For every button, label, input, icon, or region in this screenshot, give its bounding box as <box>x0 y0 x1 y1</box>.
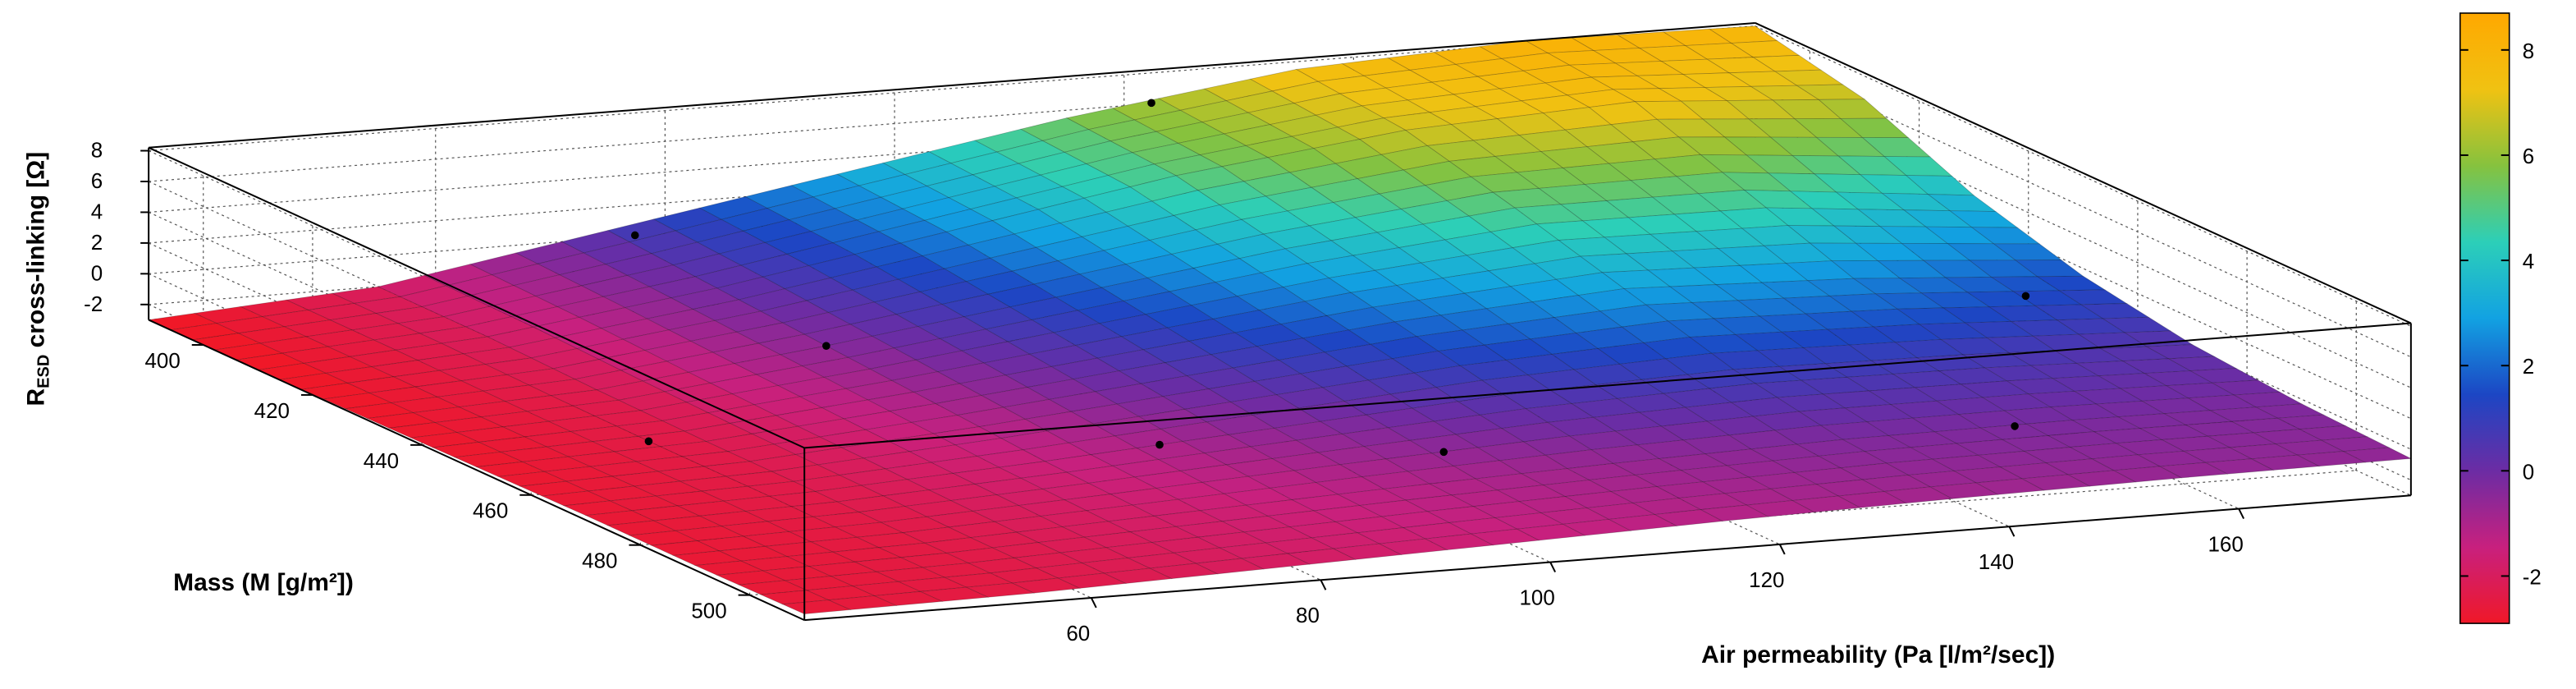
z-tick-label: 8 <box>91 138 103 163</box>
z-axis-label-part: cross-linking [Ω] <box>22 152 49 355</box>
x-tick <box>1320 579 1327 590</box>
z-tick-label: 6 <box>91 168 103 193</box>
z-axis-label: RESD cross-linking [Ω] <box>22 152 53 407</box>
data-point <box>644 437 653 446</box>
data-point <box>1147 99 1155 108</box>
z-axis-label-part: ESD <box>34 355 53 388</box>
colorbar-tick-label: 4 <box>2523 249 2534 273</box>
surface-patch <box>781 599 852 615</box>
surface-patch <box>1791 495 1862 513</box>
x-tick-label: 60 <box>1066 621 1090 645</box>
x-tick <box>1549 562 1557 573</box>
data-point <box>1155 440 1164 449</box>
x-tick-label: 100 <box>1519 586 1554 610</box>
z-tick-label: 4 <box>91 199 103 223</box>
z-axis-label-part: R <box>22 388 49 406</box>
surface-patch <box>2295 451 2367 467</box>
surface-patch <box>2250 454 2321 471</box>
x-tick <box>1090 597 1097 609</box>
colorbar-tick-label: 6 <box>2523 144 2534 168</box>
surface-patch <box>1102 567 1174 584</box>
y-axis-label: Mass (M [g/m²]) <box>173 569 354 596</box>
x-tick <box>2008 526 2016 537</box>
z-tick-label: 0 <box>91 260 103 285</box>
y-tick-label: 480 <box>582 549 617 573</box>
surface-patch <box>2066 470 2137 487</box>
z-tick-label: -2 <box>84 292 103 316</box>
data-point <box>822 342 830 350</box>
x-tick-label: 120 <box>1749 567 1784 592</box>
x-tick-label: 160 <box>2208 531 2243 556</box>
surface-patch <box>1056 572 1128 589</box>
data-point <box>2011 422 2019 430</box>
box-edge <box>804 322 2411 449</box>
colorbar-tick-label: 8 <box>2523 39 2534 63</box>
y-tick-label: 500 <box>691 599 726 623</box>
x-tick-label: 80 <box>1296 603 1320 627</box>
colorbar-tick-label: 2 <box>2523 354 2534 379</box>
data-point <box>1439 448 1448 457</box>
x-tick <box>1778 544 1786 555</box>
y-tick-label: 440 <box>364 448 399 473</box>
y-tick-label: 400 <box>144 348 180 373</box>
surface-patch <box>2112 466 2183 483</box>
y-tick-label: 420 <box>254 398 290 423</box>
data-point <box>2021 292 2030 301</box>
colorbar <box>2459 12 2510 624</box>
data-point <box>630 231 639 240</box>
surface-patch <box>1883 486 1953 504</box>
box-edge <box>148 146 805 449</box>
z-tick-label: 2 <box>91 230 103 255</box>
surface-patch <box>1974 478 2045 495</box>
surface-patch <box>1745 500 1816 517</box>
y-tick-label: 460 <box>473 498 508 523</box>
colorbar-tick-label: 0 <box>2523 459 2534 484</box>
x-tick-label: 140 <box>1979 549 2014 574</box>
box-edge <box>148 319 805 622</box>
x-axis-label: Air permeability (Pa [l/m²/sec]) <box>1701 641 2055 668</box>
box-edge <box>804 494 2411 622</box>
colorbar-tick-label: -2 <box>2523 564 2542 589</box>
surface <box>147 25 2413 615</box>
box-edge <box>149 21 1755 149</box>
box-edge <box>1755 22 2412 324</box>
surface-patch <box>964 582 1036 598</box>
x-tick <box>2238 508 2245 519</box>
